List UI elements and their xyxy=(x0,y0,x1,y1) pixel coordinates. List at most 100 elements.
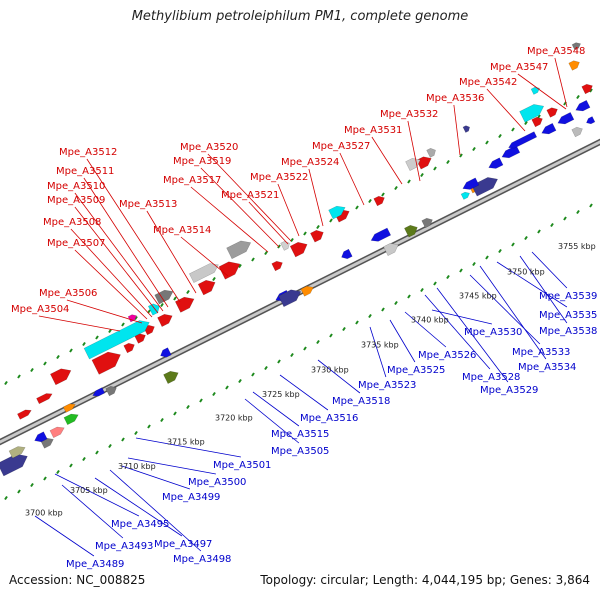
gene-arrow xyxy=(271,260,283,272)
gene-arrow xyxy=(581,83,593,95)
tick-mark xyxy=(95,450,99,455)
tick-mark xyxy=(589,203,593,208)
tick-mark xyxy=(407,179,411,184)
tick-mark xyxy=(108,443,112,449)
gene-label-top: Mpe_A3514 xyxy=(153,225,211,236)
gene-arrow xyxy=(328,205,346,220)
tick-mark xyxy=(459,268,463,273)
tick-mark xyxy=(485,255,489,260)
label-leader xyxy=(61,484,124,539)
accession-text: Accession: NC_008825 xyxy=(9,573,146,587)
tick-label: 3720 kbp xyxy=(215,414,253,423)
gene-label-top: Mpe_A3507 xyxy=(47,238,105,249)
tick-label: 3705 kbp xyxy=(70,486,108,495)
tick-mark xyxy=(498,248,502,254)
gene-arrow xyxy=(571,126,583,138)
tick-mark xyxy=(82,456,86,462)
label-leader xyxy=(190,186,269,253)
label-leader xyxy=(431,309,492,325)
gene-arrow xyxy=(568,60,580,71)
gene-arrow xyxy=(460,191,470,200)
gene-label-bottom: Mpe_A3533 xyxy=(512,347,570,358)
tick-mark xyxy=(472,146,476,152)
tick-mark xyxy=(186,289,190,295)
label-leader xyxy=(127,457,216,475)
gene-arrow xyxy=(373,195,385,207)
label-leader xyxy=(200,167,280,248)
gene-label-top: Mpe_A3504 xyxy=(11,304,69,315)
gene-arrow xyxy=(488,157,504,169)
gene-label-top: Mpe_A3532 xyxy=(380,109,438,120)
tick-mark xyxy=(225,385,229,390)
label-leader xyxy=(86,158,181,303)
gene-arrow xyxy=(8,446,26,459)
gene-label-top: Mpe_A3511 xyxy=(56,166,114,177)
gene-arrow xyxy=(92,387,106,397)
label-leader xyxy=(531,251,568,289)
gene-arrow xyxy=(471,177,498,197)
gene-label-bottom: Mpe_A3498 xyxy=(173,554,231,565)
tick-label: 3740 kbp xyxy=(411,316,449,325)
gene-label-bottom: Mpe_A3516 xyxy=(300,413,358,424)
tick-label: 3725 kbp xyxy=(262,390,300,399)
tick-mark xyxy=(134,430,138,436)
gene-label-bottom: Mpe_A3534 xyxy=(518,362,576,373)
gene-label-top: Mpe_A3506 xyxy=(39,288,97,299)
tick-mark xyxy=(589,88,593,93)
gene-label-top: Mpe_A3508 xyxy=(43,217,101,228)
tick-mark xyxy=(17,374,21,379)
gene-arrow xyxy=(462,177,480,190)
gene-arrow xyxy=(530,86,540,95)
tick-mark xyxy=(368,313,372,319)
gene-arrow xyxy=(34,431,48,443)
tick-mark xyxy=(355,205,359,210)
tick-mark xyxy=(446,274,450,280)
label-leader xyxy=(70,228,153,318)
tick-label: 3750 kbp xyxy=(507,268,545,277)
tick-label: 3745 kbp xyxy=(459,292,497,301)
gene-label-bottom: Mpe_A3518 xyxy=(332,396,390,407)
tick-mark xyxy=(563,216,567,221)
tick-mark xyxy=(251,257,255,262)
label-leader xyxy=(121,465,191,490)
gene-arrow xyxy=(123,342,135,354)
label-leader xyxy=(407,120,421,182)
tick-mark xyxy=(303,231,307,236)
map-title: Methylibium petroleiphilum PM1, complete… xyxy=(131,9,469,24)
tick-mark xyxy=(212,276,216,282)
tick-mark xyxy=(173,296,177,301)
gene-label-top: Mpe_A3517 xyxy=(163,175,221,186)
tick-mark xyxy=(537,229,541,234)
gene-arrow xyxy=(105,385,117,397)
tick-mark xyxy=(342,326,346,332)
tick-label: 3735 kbp xyxy=(361,341,399,350)
label-leader xyxy=(252,391,300,427)
gene-label-bottom: Mpe_A3535 xyxy=(539,310,597,321)
gene-label-top: Mpe_A3522 xyxy=(250,172,308,183)
tick-mark xyxy=(134,315,138,321)
label-leader xyxy=(248,201,289,245)
tick-mark xyxy=(420,172,424,178)
gene-arrow xyxy=(462,125,470,133)
gene-label-top: Mpe_A3527 xyxy=(312,141,370,152)
tick-mark xyxy=(316,224,320,230)
gene-arrow xyxy=(546,107,558,118)
tick-mark xyxy=(30,367,34,373)
tick-mark xyxy=(433,281,437,286)
tick-mark xyxy=(30,482,34,488)
gene-arrow xyxy=(508,131,538,149)
tick-mark xyxy=(4,495,8,501)
tick-mark xyxy=(160,417,164,423)
label-leader xyxy=(486,88,526,132)
tick-mark xyxy=(69,463,73,468)
gene-arrow xyxy=(49,426,65,439)
tick-mark xyxy=(17,489,21,494)
gene-arrow xyxy=(289,242,308,258)
gene-arrow xyxy=(571,42,581,51)
gene-label-bottom: Mpe_A3495 xyxy=(111,519,169,530)
tick-mark xyxy=(472,261,476,267)
gene-arrow xyxy=(586,116,596,125)
label-leader xyxy=(404,311,447,348)
gene-arrow xyxy=(531,116,543,128)
label-leader xyxy=(424,294,491,370)
